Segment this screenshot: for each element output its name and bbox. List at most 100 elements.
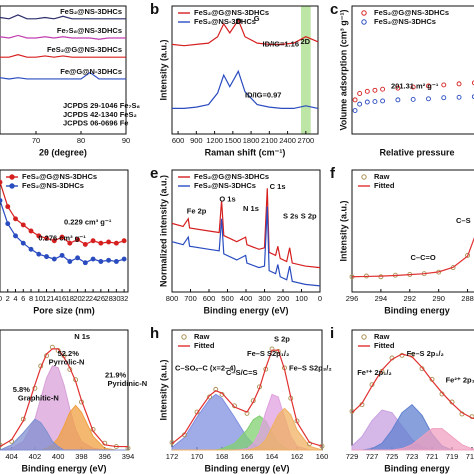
x-tick-label: 1200	[206, 136, 223, 145]
x-tick-label: 394	[122, 452, 135, 461]
series-line	[0, 71, 126, 80]
data-point	[219, 391, 225, 397]
x-tick-label: 30	[112, 294, 120, 303]
x-tick-label: 290	[432, 294, 445, 303]
panel-letter: h	[150, 325, 159, 342]
plot-frame	[351, 5, 474, 135]
x-tick-label: 404	[5, 452, 18, 461]
x-tick-label: 100	[295, 294, 308, 303]
data-point	[59, 234, 65, 240]
x-axis-label: Pore size (nm)	[33, 305, 95, 315]
legend-label: FeS₂@NS-3DHCs	[194, 181, 256, 190]
series-line	[0, 14, 126, 20]
series-line	[0, 348, 128, 448]
x-tick-label: 400	[52, 452, 65, 461]
x-tick-label: 16	[58, 294, 66, 303]
data-point	[98, 259, 104, 264]
data-point	[90, 256, 96, 262]
x-tick-label: 723	[406, 452, 419, 461]
data-point	[113, 240, 119, 246]
y-axis-label: Intensity (a.u.)	[338, 200, 348, 261]
data-point	[82, 260, 88, 266]
x-tick-label: 717	[466, 452, 474, 461]
x-tick-label: 162	[291, 452, 304, 461]
x-axis-label: Raman shift (cm⁻¹)	[205, 147, 286, 157]
plot-frame	[171, 5, 319, 135]
x-axis-label: Binding energy (eV)	[204, 463, 289, 473]
x-tick-label: 10	[35, 294, 43, 303]
data-point	[51, 256, 57, 262]
x-tick-label: 600	[172, 136, 185, 145]
x-tick-label: 8	[29, 294, 33, 303]
data-point	[380, 86, 386, 92]
x-tick-label: 396	[98, 452, 111, 461]
x-tick-label: 0	[0, 294, 2, 303]
annotation: Fe³⁺ 2p₁/₂	[357, 368, 392, 377]
data-point	[121, 256, 127, 262]
x-tick-label: 166	[241, 452, 254, 461]
data-point	[426, 96, 431, 102]
panel-letter: c	[330, 1, 338, 18]
highlight-band	[300, 6, 311, 134]
legend-label: FeS₂@NS-3DHCs	[22, 181, 84, 190]
x-tick-label: 70	[32, 136, 40, 145]
annotation: 0.276 cm³ g⁻¹	[38, 233, 86, 242]
peak-area	[172, 407, 323, 451]
annotation: D	[236, 16, 242, 25]
data-point	[44, 235, 49, 241]
annotation: O 1s	[219, 194, 235, 203]
annotation: G	[254, 14, 260, 23]
x-tick-label: 721	[426, 452, 439, 461]
data-point	[13, 233, 18, 239]
series-label: Fe@G@N-3DHCs	[60, 67, 122, 76]
data-point	[456, 81, 462, 87]
x-tick-label: 172	[166, 452, 179, 461]
data-point	[28, 246, 34, 252]
x-axis-label: Binding energy	[384, 305, 450, 315]
panel: 404 402 400 398 396 394 Binding energy (eV) N 1…	[0, 329, 147, 473]
data-point	[51, 238, 57, 244]
x-tick-label: 26	[97, 294, 105, 303]
data-point	[36, 251, 42, 257]
x-tick-label: 170	[191, 452, 204, 461]
x-axis-label: Binding energy	[384, 463, 450, 473]
x-tick-label: 600	[203, 294, 216, 303]
annotation: Fe²⁺ 2p₁/₂	[446, 375, 474, 384]
x-tick-label: 500	[221, 294, 234, 303]
series-line	[351, 237, 474, 278]
data-point	[121, 238, 127, 244]
peak-area	[352, 428, 474, 451]
series-label: Fe₇S₈@NS-3DHCs	[57, 26, 122, 35]
y-axis-label: Intensity (a.u.)	[158, 39, 168, 100]
series-label: FeS₂@NS-3DHCs	[60, 7, 122, 16]
annotation: C 1s	[270, 182, 286, 191]
data-point	[82, 241, 88, 247]
data-point	[275, 349, 281, 354]
x-axis-label: 2θ (degree)	[39, 147, 87, 157]
data-point	[36, 233, 42, 239]
series-line	[172, 69, 319, 109]
x-tick-label: 12	[42, 294, 50, 303]
data-point	[357, 101, 363, 107]
data-point	[44, 254, 49, 260]
data-point	[67, 240, 73, 246]
data-point	[67, 259, 73, 264]
data-point	[232, 403, 237, 409]
legend-symbol	[181, 334, 187, 340]
data-point	[426, 83, 431, 89]
data-point	[75, 237, 81, 242]
x-tick-label: 900	[190, 136, 203, 145]
legend-symbol	[361, 334, 367, 340]
annotation: Fe–S 2p₁/₂	[407, 349, 444, 358]
annotation: Fe–S S2p₁/₂	[247, 349, 289, 358]
data-point	[20, 240, 26, 246]
panel: 729727725723721719717Binding energyiRawF…	[330, 325, 474, 473]
data-point	[441, 82, 447, 88]
x-tick-label: 160	[316, 452, 329, 461]
x-tick-label: 296	[346, 294, 359, 303]
x-tick-label: 800	[166, 294, 179, 303]
series-line	[0, 54, 126, 58]
x-tick-label: 14	[50, 294, 58, 303]
annotation: Pyrrolic-N	[49, 357, 85, 366]
